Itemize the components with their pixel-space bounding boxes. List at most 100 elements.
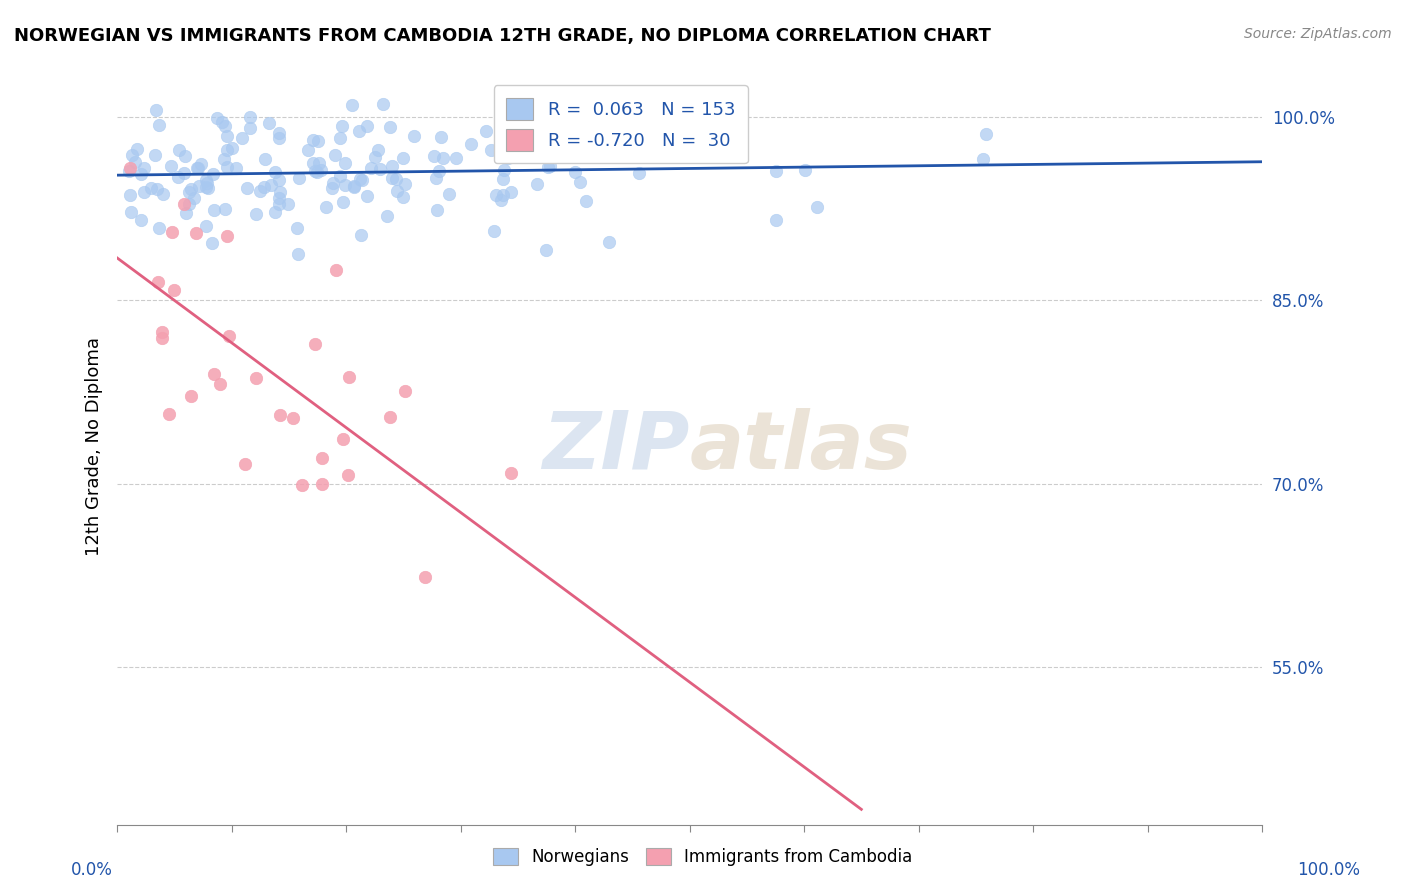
Point bbox=[686, 132, 709, 146]
Point bbox=[333, 156, 356, 170]
Point bbox=[564, 165, 586, 179]
Point bbox=[385, 184, 408, 198]
Point bbox=[291, 478, 314, 492]
Point bbox=[207, 111, 229, 125]
Point bbox=[118, 164, 141, 178]
Point bbox=[148, 221, 170, 235]
Point bbox=[381, 170, 404, 185]
Point bbox=[311, 476, 333, 491]
Point bbox=[215, 228, 238, 243]
Point bbox=[285, 220, 308, 235]
Point bbox=[343, 179, 366, 194]
Point bbox=[187, 161, 209, 176]
Point bbox=[378, 409, 401, 424]
Point bbox=[195, 173, 218, 187]
Point bbox=[336, 467, 359, 482]
Point bbox=[201, 235, 224, 250]
Point bbox=[974, 128, 997, 142]
Point bbox=[392, 152, 415, 166]
Point bbox=[297, 143, 319, 157]
Point bbox=[492, 188, 515, 202]
Point bbox=[267, 197, 290, 211]
Point bbox=[489, 193, 512, 207]
Point bbox=[129, 167, 152, 181]
Point bbox=[340, 98, 363, 112]
Point bbox=[337, 370, 360, 384]
Point bbox=[132, 186, 155, 200]
Point bbox=[212, 152, 235, 166]
Point bbox=[221, 141, 243, 155]
Text: 100.0%: 100.0% bbox=[1298, 861, 1360, 879]
Point bbox=[277, 197, 299, 211]
Point bbox=[190, 157, 212, 171]
Point bbox=[121, 148, 143, 162]
Point bbox=[404, 128, 426, 143]
Point bbox=[302, 155, 325, 169]
Point bbox=[218, 329, 240, 343]
Point bbox=[308, 156, 330, 170]
Point bbox=[972, 153, 994, 167]
Point bbox=[183, 190, 205, 204]
Point bbox=[350, 172, 373, 186]
Point bbox=[794, 162, 817, 177]
Point bbox=[427, 164, 450, 178]
Point bbox=[217, 143, 239, 157]
Point bbox=[143, 147, 166, 161]
Point bbox=[333, 178, 356, 192]
Point bbox=[765, 163, 787, 178]
Point bbox=[148, 119, 170, 133]
Point bbox=[343, 179, 366, 194]
Point bbox=[384, 172, 406, 186]
Point bbox=[118, 187, 141, 202]
Point bbox=[287, 170, 309, 185]
Point bbox=[423, 149, 446, 163]
Point bbox=[177, 185, 200, 199]
Point bbox=[215, 129, 238, 144]
Point bbox=[214, 202, 236, 216]
Point bbox=[330, 120, 353, 134]
Point bbox=[257, 116, 280, 130]
Point bbox=[325, 263, 347, 277]
Point bbox=[569, 129, 592, 144]
Point bbox=[269, 408, 291, 422]
Point bbox=[139, 181, 162, 195]
Text: ZIP: ZIP bbox=[543, 408, 689, 486]
Point bbox=[269, 186, 291, 200]
Text: NORWEGIAN VS IMMIGRANTS FROM CAMBODIA 12TH GRADE, NO DIPLOMA CORRELATION CHART: NORWEGIAN VS IMMIGRANTS FROM CAMBODIA 12… bbox=[14, 27, 991, 45]
Point bbox=[150, 331, 173, 345]
Point bbox=[269, 126, 291, 140]
Point bbox=[347, 123, 370, 137]
Point bbox=[150, 326, 173, 340]
Point bbox=[482, 224, 505, 238]
Point bbox=[263, 165, 285, 179]
Point bbox=[315, 200, 337, 214]
Point bbox=[375, 210, 398, 224]
Point bbox=[304, 337, 326, 351]
Point bbox=[167, 143, 190, 157]
Y-axis label: 12th Grade, No Diploma: 12th Grade, No Diploma bbox=[86, 337, 103, 557]
Point bbox=[287, 247, 309, 261]
Point bbox=[322, 176, 344, 190]
Text: Source: ZipAtlas.com: Source: ZipAtlas.com bbox=[1244, 27, 1392, 41]
Point bbox=[329, 131, 352, 145]
Legend: R =  0.063   N = 153, R = -0.720   N =  30: R = 0.063 N = 153, R = -0.720 N = 30 bbox=[494, 85, 748, 163]
Point bbox=[329, 169, 352, 184]
Point bbox=[129, 213, 152, 227]
Point bbox=[516, 104, 538, 119]
Point bbox=[628, 166, 651, 180]
Point bbox=[245, 370, 267, 384]
Point bbox=[479, 143, 502, 157]
Point bbox=[283, 411, 305, 425]
Point bbox=[245, 207, 267, 221]
Point bbox=[304, 163, 326, 178]
Point bbox=[378, 120, 401, 135]
Point bbox=[233, 457, 256, 471]
Point bbox=[197, 181, 219, 195]
Point bbox=[437, 186, 460, 201]
Point bbox=[311, 451, 333, 466]
Point bbox=[174, 206, 197, 220]
Point bbox=[148, 276, 170, 290]
Point bbox=[159, 159, 181, 173]
Point bbox=[252, 180, 274, 194]
Point bbox=[249, 184, 271, 198]
